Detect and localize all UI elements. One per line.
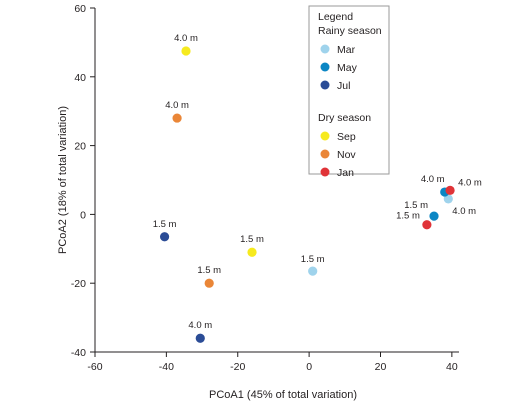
data-point-jan	[445, 185, 455, 195]
legend-group-title: Dry season	[318, 112, 371, 124]
y-tick-label: -20	[71, 278, 86, 290]
x-tick-label: 0	[306, 361, 312, 373]
y-tick-label: 60	[74, 3, 86, 15]
data-point-jan	[422, 220, 432, 230]
legend-marker-jul	[320, 80, 330, 90]
data-point-sep	[181, 46, 191, 56]
data-point-label: 1.5 m	[197, 265, 221, 276]
legend-label-jan: Jan	[337, 167, 354, 179]
data-point-jul	[195, 333, 205, 343]
legend-label-jul: Jul	[337, 80, 350, 92]
y-tick-label: 20	[74, 141, 86, 153]
legend: Legend Rainy season Mar May Jul Dry season Sep…	[308, 5, 390, 179]
data-point-sep	[247, 247, 257, 257]
data-point-label: 4.0 m	[421, 174, 445, 185]
data-point-label: 4.0 m	[188, 320, 212, 331]
data-point-label: 1.5 m	[404, 200, 428, 211]
data-point-nov	[172, 113, 182, 123]
legend-marker-mar	[320, 44, 330, 54]
legend-marker-nov	[320, 149, 330, 159]
data-point-may	[429, 211, 439, 221]
y-tick-label: 0	[80, 209, 86, 221]
data-point-mar	[308, 266, 318, 276]
data-point-jul	[159, 232, 170, 242]
data-point-mar	[443, 194, 453, 204]
data-point-label: 1.5 m	[240, 234, 264, 245]
x-tick-label: 20	[375, 361, 387, 373]
legend-marker-jan	[320, 167, 330, 177]
data-point-nov	[204, 278, 214, 288]
legend-label-nov: Nov	[337, 149, 356, 161]
legend-label-sep: Sep	[337, 131, 356, 143]
legend-group-title: Rainy season	[318, 25, 382, 37]
legend-label-mar: Mar	[337, 44, 356, 56]
legend-marker-may	[320, 62, 330, 72]
legend-label-may: May	[337, 62, 358, 74]
y-axis-title: PCoA2 (18% of total variation)	[57, 106, 69, 254]
data-points: 1.5 m 4.0 m 1.5 m 4.0 m 1.5 m 4.0 m 1.5 m 4.0 m…	[153, 33, 482, 343]
legend-title: Legend	[318, 11, 353, 23]
legend-box	[308, 5, 390, 175]
x-tick-label: -20	[230, 361, 245, 373]
y-tick-label: -40	[71, 347, 86, 359]
y-tick-label: 40	[74, 72, 86, 84]
data-point-label: 4.0 m	[458, 177, 482, 188]
data-point-label: 4.0 m	[174, 33, 198, 44]
data-point-label: 1.5 m	[153, 219, 177, 230]
x-tick-label: -40	[159, 361, 174, 373]
data-point-label: 4.0 m	[165, 100, 189, 111]
data-point-label: 1.5 m	[396, 211, 420, 222]
x-tick-label: 40	[446, 361, 458, 373]
data-point-label: 4.0 m	[452, 206, 476, 217]
legend-marker-sep	[320, 131, 330, 141]
x-axis-title: PCoA1 (45% of total variation)	[209, 389, 357, 401]
x-tick-label: -60	[87, 361, 102, 373]
data-point-label: 1.5 m	[301, 254, 325, 265]
